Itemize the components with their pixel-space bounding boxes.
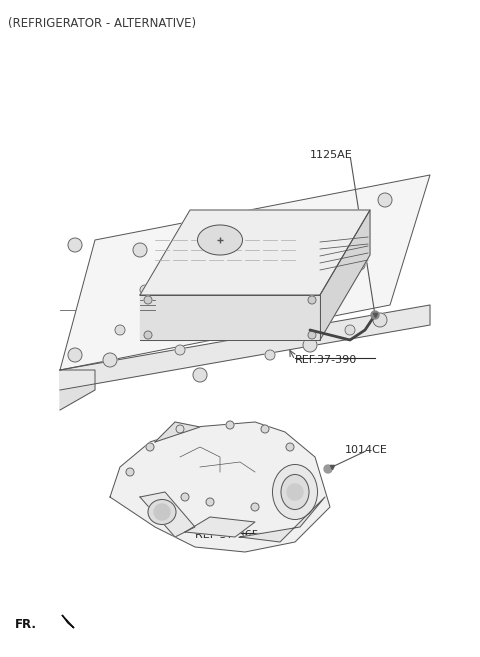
Ellipse shape [281,474,309,509]
Polygon shape [62,615,74,628]
Text: REF 37-365: REF 37-365 [195,530,259,540]
Text: 1125AE: 1125AE [310,150,353,160]
Circle shape [181,493,189,501]
Text: 1014CE: 1014CE [345,445,388,455]
Circle shape [226,421,234,429]
Circle shape [345,325,355,335]
Ellipse shape [197,225,242,255]
Circle shape [308,331,316,339]
Text: REF.37-390: REF.37-390 [295,355,357,365]
Circle shape [324,465,332,473]
Polygon shape [140,492,195,537]
Circle shape [144,331,152,339]
Circle shape [103,353,117,367]
Circle shape [373,313,387,327]
Circle shape [115,325,125,335]
Circle shape [355,260,365,270]
Circle shape [126,468,134,476]
Circle shape [68,348,82,362]
Circle shape [265,350,275,360]
Circle shape [308,296,316,304]
Circle shape [206,498,214,506]
Polygon shape [320,210,370,340]
Circle shape [371,311,379,319]
Polygon shape [60,175,430,370]
Circle shape [146,443,154,451]
Circle shape [140,285,150,295]
Circle shape [193,368,207,382]
Polygon shape [185,517,255,537]
Circle shape [176,425,184,433]
Circle shape [378,193,392,207]
Circle shape [154,504,170,520]
Circle shape [303,338,317,352]
Polygon shape [140,210,370,295]
Circle shape [144,296,152,304]
Ellipse shape [148,499,176,524]
Circle shape [245,255,255,265]
Circle shape [251,503,259,511]
Ellipse shape [273,464,317,520]
Polygon shape [60,370,95,410]
Circle shape [68,238,82,252]
Polygon shape [60,305,430,390]
Polygon shape [140,295,320,340]
Text: (REFRIGERATOR - ALTERNATIVE): (REFRIGERATOR - ALTERNATIVE) [8,17,196,30]
Polygon shape [240,497,325,542]
Circle shape [261,425,269,433]
Text: FR.: FR. [15,618,37,631]
Polygon shape [155,422,200,442]
Circle shape [175,345,185,355]
Polygon shape [110,422,330,552]
Circle shape [287,484,303,500]
Circle shape [133,243,147,257]
Circle shape [286,443,294,451]
